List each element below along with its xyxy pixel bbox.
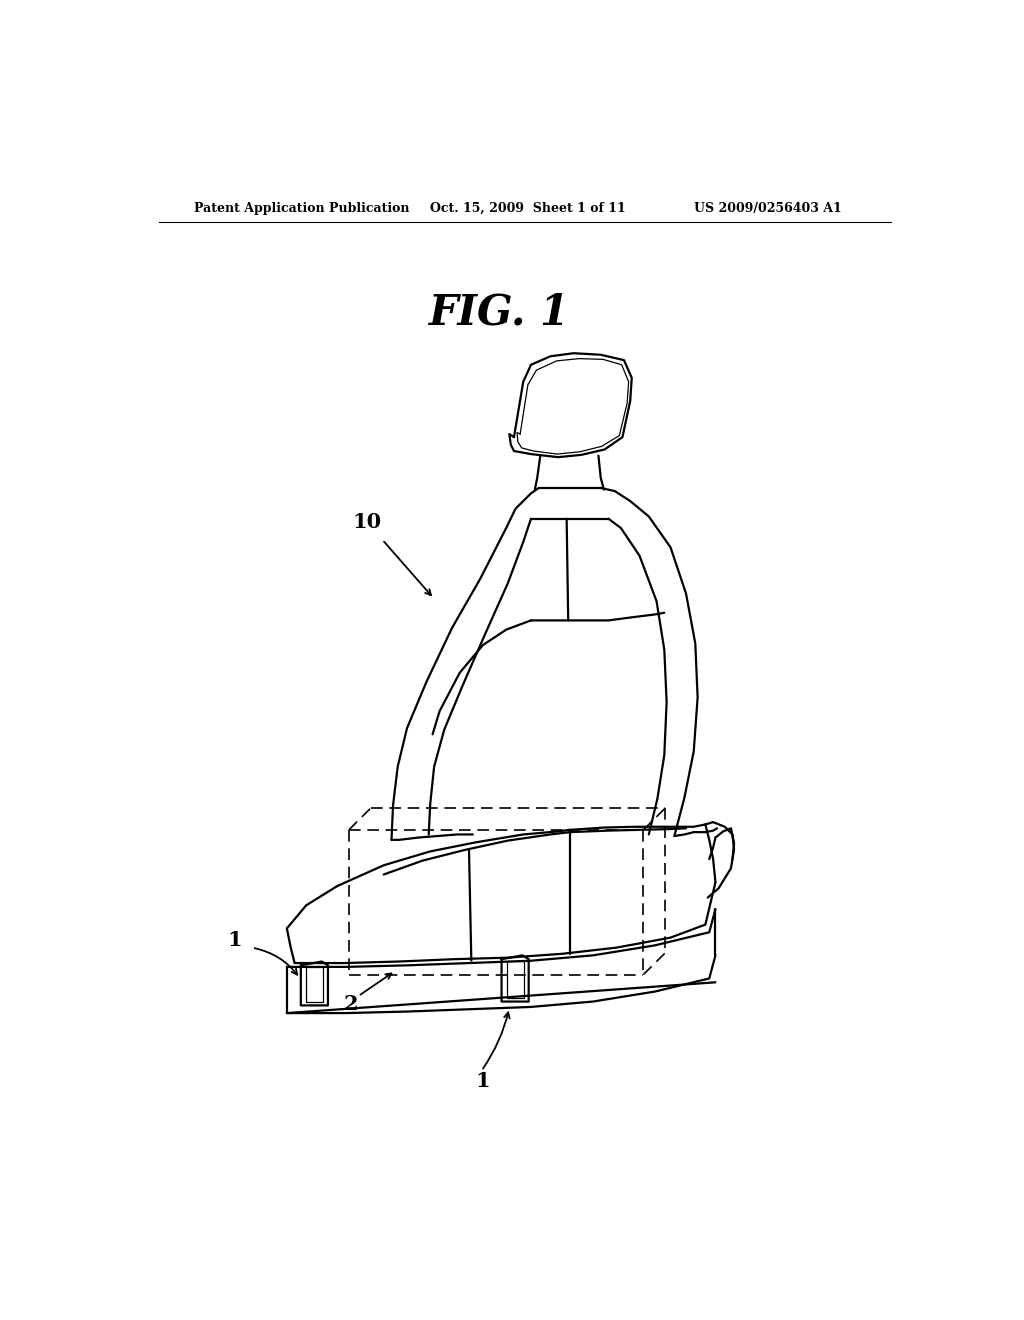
Text: Oct. 15, 2009  Sheet 1 of 11: Oct. 15, 2009 Sheet 1 of 11 — [430, 202, 626, 215]
Text: FIG. 1: FIG. 1 — [429, 292, 569, 334]
Text: US 2009/0256403 A1: US 2009/0256403 A1 — [693, 202, 842, 215]
Text: 10: 10 — [352, 512, 382, 532]
Text: 1: 1 — [475, 1071, 489, 1090]
Text: Patent Application Publication: Patent Application Publication — [194, 202, 410, 215]
Text: 1: 1 — [227, 931, 242, 950]
Text: 2: 2 — [343, 994, 358, 1014]
